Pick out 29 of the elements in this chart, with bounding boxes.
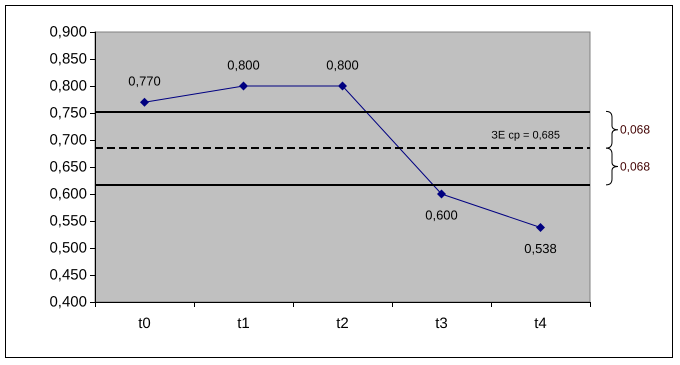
y-tick-label: 0,600	[49, 186, 87, 202]
x-tick-label: t4	[534, 315, 547, 332]
y-tick-label: 0,850	[49, 50, 87, 68]
x-tick-label: t3	[435, 315, 448, 332]
data-label: 0,800	[326, 58, 359, 72]
y-tick-label: 0,500	[49, 240, 87, 256]
point	[338, 82, 347, 90]
y-tick-label: 0,450	[49, 266, 87, 284]
text: 0,068	[620, 122, 650, 137]
text: 0,068	[620, 159, 650, 174]
data-label: 0,800	[227, 58, 260, 72]
y-tick-label: 0,750	[49, 104, 87, 122]
y-tick-label: 0,650	[49, 158, 87, 176]
point	[140, 98, 149, 107]
ref-line-label: ЗЕ ср = 0,685	[491, 130, 560, 142]
x-tick-label: t1	[237, 315, 250, 332]
y-tick-label: 0,550	[49, 212, 87, 230]
x-tick-label: t2	[336, 315, 349, 332]
y-tick-label: 0,800	[49, 78, 87, 94]
point	[437, 190, 446, 198]
data-label: 0,538	[524, 240, 557, 256]
x-tick-label: t0	[138, 315, 151, 332]
data-label: 0,600	[425, 208, 458, 222]
y-tick-label: 0,400	[49, 294, 87, 310]
point	[536, 222, 545, 232]
point	[239, 82, 248, 90]
data-label: 0,770	[128, 74, 161, 89]
y-tick-label: 0,900	[49, 24, 87, 40]
y-tick-label: 0,700	[49, 132, 87, 148]
